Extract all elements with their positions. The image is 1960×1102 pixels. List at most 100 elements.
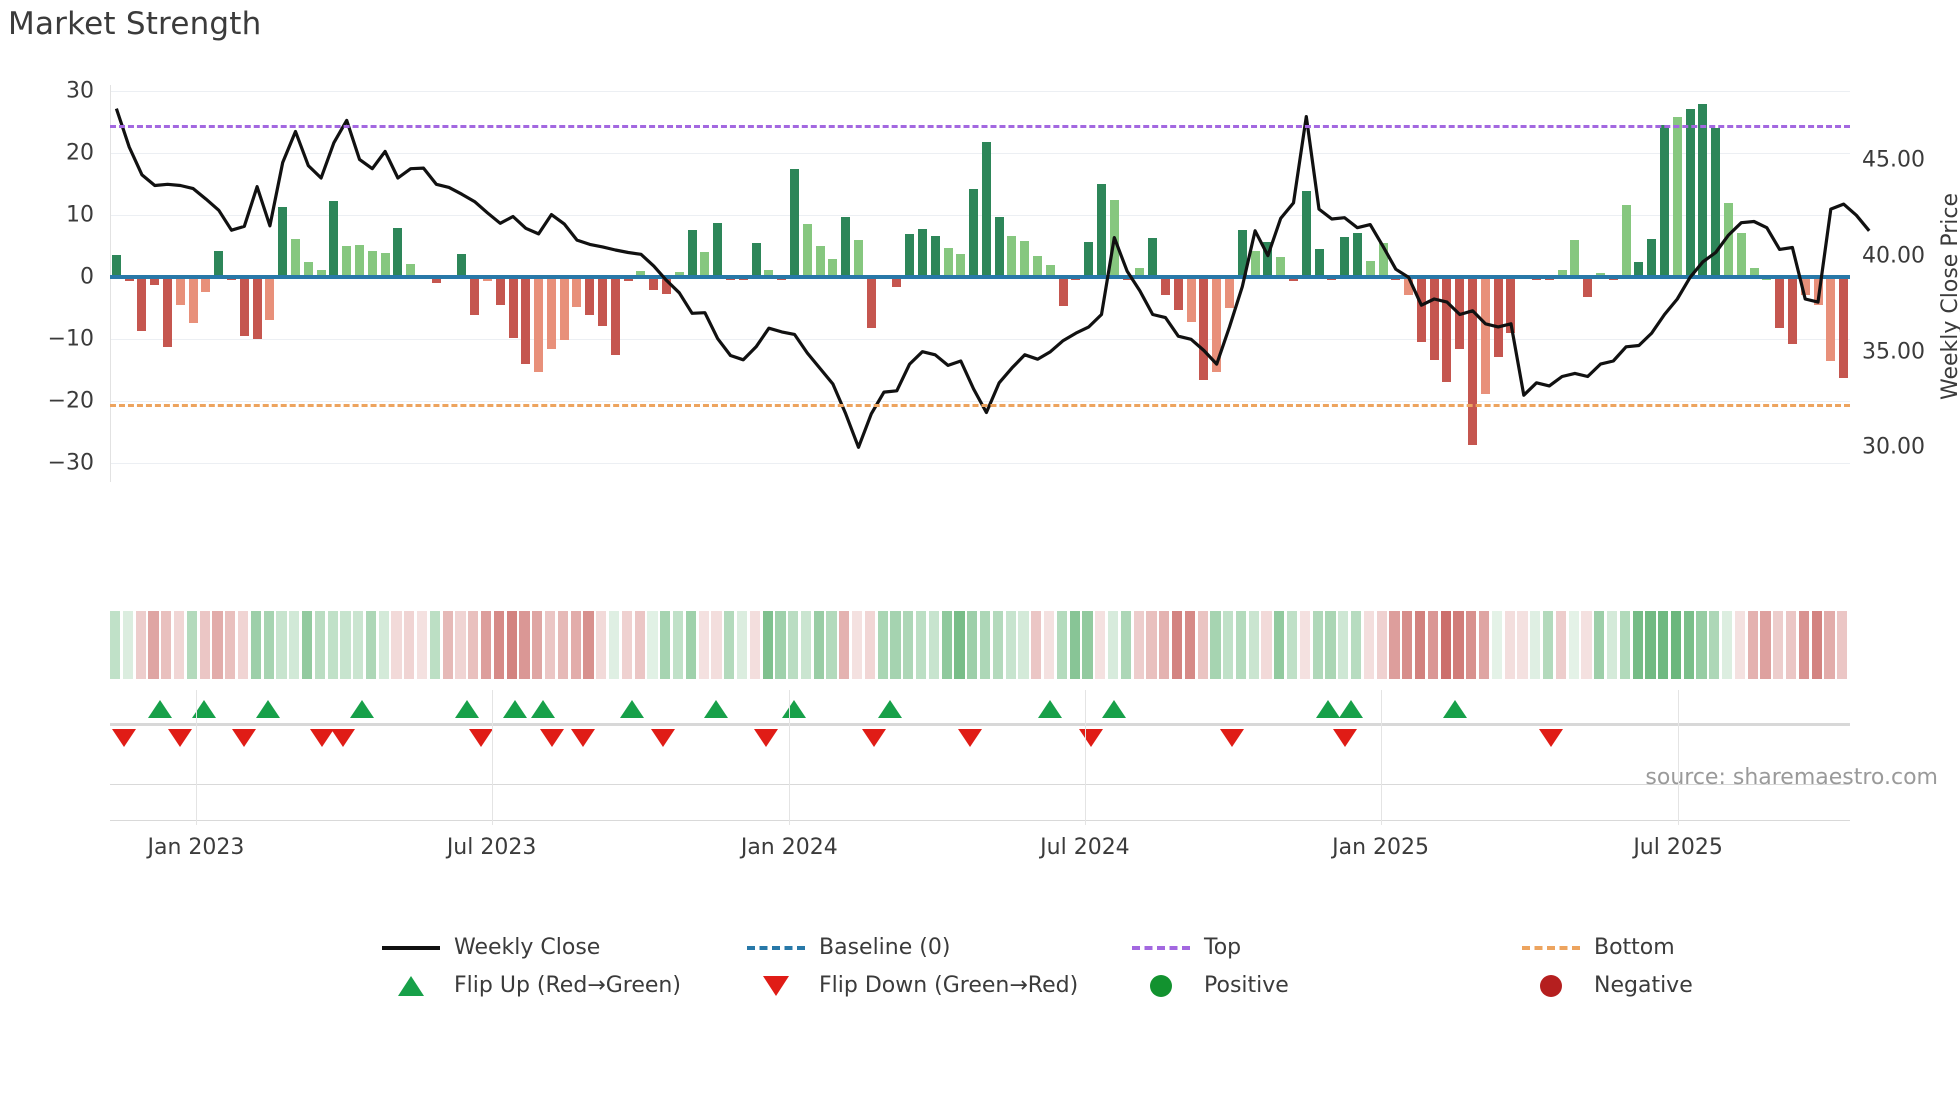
strength-bar: [188, 277, 198, 323]
heatmap-cell: [724, 611, 735, 679]
baseline-segment: [1811, 275, 1825, 280]
strength-bar: [956, 254, 966, 278]
heatmap-cell: [1670, 611, 1682, 679]
strength-bar: [1173, 277, 1183, 310]
strength-bar: [546, 277, 556, 350]
baseline-segment: [608, 275, 622, 280]
x-tick-label: Jul 2024: [1040, 835, 1130, 860]
legend-item-top[interactable]: Top: [1130, 935, 1241, 960]
baseline-segment: [468, 275, 482, 280]
heatmap-cell: [1018, 611, 1029, 679]
baseline-segment: [1491, 275, 1505, 280]
heatmap-cell: [916, 611, 927, 679]
baseline-segment: [1248, 275, 1262, 280]
strength-bar: [1685, 108, 1695, 278]
flip-down-marker: [1538, 729, 1563, 747]
heatmap-cell: [1734, 611, 1746, 679]
strength-bar: [1711, 128, 1721, 278]
strength-bar: [662, 277, 672, 295]
heatmap-cell: [1555, 611, 1566, 679]
heatmap-cell: [532, 611, 543, 679]
strength-bar: [1583, 277, 1593, 298]
baseline-segment: [1773, 275, 1787, 280]
heatmap-cell: [1274, 611, 1285, 679]
legend-item-label: Baseline (0): [819, 935, 951, 960]
strength-bar: [354, 245, 364, 278]
strength-bar: [802, 223, 812, 278]
baseline-segment: [532, 275, 546, 280]
legend-item-label: Bottom: [1594, 935, 1675, 960]
baseline-segment: [1159, 275, 1172, 280]
legend-item-label: Flip Down (Green→Red): [819, 973, 1079, 998]
heatmap-cell: [1696, 611, 1707, 679]
baseline-segment: [851, 275, 865, 280]
heatmap-cell: [1811, 611, 1822, 679]
reference-line-top: [110, 124, 1850, 128]
strength-bar: [316, 269, 326, 278]
baseline-segment: [1043, 275, 1057, 280]
strength-bar: [789, 168, 799, 278]
heatmap-cell: [1210, 611, 1221, 679]
heatmap-cell: [1632, 611, 1643, 679]
strength-bar: [930, 236, 940, 278]
heatmap-cell: [647, 611, 658, 679]
baseline-segment: [1530, 275, 1544, 280]
strength-bar: [559, 277, 569, 340]
heatmap-cell: [417, 611, 428, 679]
flip-down-marker: [1079, 729, 1104, 747]
strength-bar: [572, 277, 582, 308]
legend-item-flip-up[interactable]: Flip Up (Red→Green): [380, 973, 681, 998]
strength-bar: [892, 277, 902, 287]
legend-item-positive[interactable]: Positive: [1130, 973, 1289, 998]
heatmap-cell: [148, 611, 159, 679]
baseline-segment: [429, 275, 443, 280]
x-tick-line: [1084, 690, 1086, 825]
baseline-segment: [724, 275, 737, 280]
baseline-segment: [1747, 275, 1761, 280]
flip-up-marker: [148, 700, 173, 718]
strength-bar: [367, 251, 377, 278]
baseline-segment: [557, 275, 571, 280]
divider-rule-top: [110, 784, 1850, 785]
legend-item-baseline[interactable]: Baseline (0): [745, 935, 950, 960]
baseline-segment: [992, 275, 1006, 280]
heatmap-cell: [954, 611, 965, 679]
heatmap-cell: [1351, 611, 1362, 679]
baseline-segment: [1670, 275, 1684, 280]
heatmap-cell: [839, 611, 850, 679]
strength-bar: [380, 253, 390, 278]
gridline: [110, 91, 1850, 93]
dashed-line-blue-icon: [745, 945, 807, 950]
strength-bar: [815, 245, 825, 278]
strength-bar: [495, 277, 505, 306]
heatmap-cell: [1415, 611, 1426, 679]
legend-item-negative[interactable]: Negative: [1520, 973, 1693, 998]
x-tick-line: [1380, 690, 1382, 825]
baseline-segment: [493, 275, 507, 280]
legend-item-weekly-close[interactable]: Weekly Close: [380, 935, 600, 960]
baseline-segment: [1389, 275, 1403, 280]
strength-bar: [431, 277, 441, 283]
heatmap-cell: [941, 611, 952, 679]
heatmap-cell: [1645, 611, 1656, 679]
legend-item-flip-down[interactable]: Flip Down (Green→Red): [745, 973, 1078, 998]
heatmap-cell: [621, 611, 632, 679]
source-attribution: source: sharemaestro.com: [1645, 765, 1938, 790]
legend-item-bottom[interactable]: Bottom: [1520, 935, 1675, 960]
heatmap-cell: [1005, 611, 1016, 679]
strength-bar: [1621, 204, 1631, 278]
heatmap-cell: [1287, 611, 1298, 679]
baseline-segment: [1785, 275, 1799, 280]
baseline-segment: [826, 275, 840, 280]
reference-line-bottom: [110, 404, 1850, 408]
baseline-segment: [1376, 275, 1390, 280]
strength-bar: [1314, 249, 1324, 278]
flip-axis-line: [110, 723, 1850, 726]
heatmap-cell: [1722, 611, 1733, 679]
baseline-segment: [1555, 275, 1569, 280]
heatmap-cell: [852, 611, 863, 679]
y-tick-label-left: 0: [80, 264, 94, 290]
strength-bar: [175, 277, 185, 305]
baseline-segment: [161, 275, 175, 280]
